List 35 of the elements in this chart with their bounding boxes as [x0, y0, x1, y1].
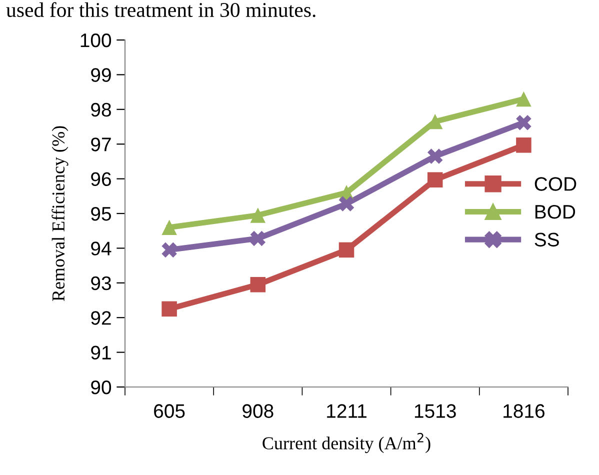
x-tick-label: 908 [242, 404, 274, 418]
x-tick-label: 1211 [327, 404, 366, 418]
point [250, 230, 266, 246]
y-tick-label: 92 [91, 311, 111, 325]
point [427, 172, 443, 188]
legend-label: COD [534, 177, 576, 191]
point [427, 148, 443, 164]
y-tick-label: 99 [91, 68, 111, 82]
point [516, 114, 532, 130]
y-tick-label: 94 [91, 242, 112, 256]
y-axis-title: Removal Efficiency (%) [52, 126, 68, 302]
point [338, 242, 354, 258]
y-tick-label: 100 [80, 33, 112, 48]
y-tick-label: 93 [91, 276, 111, 290]
y-tick-label: 96 [91, 172, 111, 186]
point [516, 138, 532, 153]
y-tick-label: 90 [91, 380, 112, 394]
point [338, 196, 354, 212]
y-tick-label: 98 [91, 102, 111, 117]
point [162, 301, 177, 317]
legend-label: BOD [535, 204, 576, 219]
point [250, 276, 266, 292]
text: used for this treatment in 30 minutes. [6, 2, 316, 18]
y-tick-label: 91 [91, 346, 111, 360]
y-tick-label: 97 [91, 138, 111, 152]
x-tick-label: 1816 [504, 404, 544, 418]
x-axis-title: Current density (A/m$^{2}$) [262, 432, 430, 454]
point [162, 220, 177, 236]
point [162, 242, 177, 258]
x-tick-label: 605 [154, 404, 185, 418]
y-tick-label: 95 [91, 206, 111, 221]
point [250, 208, 266, 223]
legend-label: SS [534, 232, 559, 247]
point [516, 91, 532, 107]
x-tick-label: 1513 [414, 404, 456, 418]
